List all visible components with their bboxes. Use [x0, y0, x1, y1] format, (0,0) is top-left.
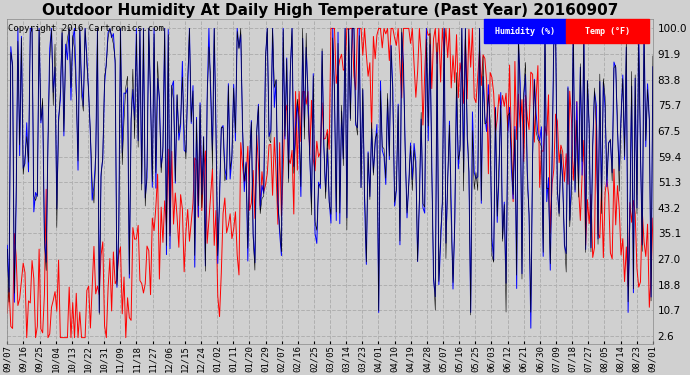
Bar: [484, 19, 566, 44]
Bar: [566, 19, 649, 44]
Text: Humidity (%): Humidity (%): [495, 27, 555, 36]
Title: Outdoor Humidity At Daily High Temperature (Past Year) 20160907: Outdoor Humidity At Daily High Temperatu…: [42, 3, 618, 18]
Text: Copyright 2016 Cartronics.com: Copyright 2016 Cartronics.com: [8, 24, 164, 33]
Text: Temp (°F): Temp (°F): [585, 27, 630, 36]
